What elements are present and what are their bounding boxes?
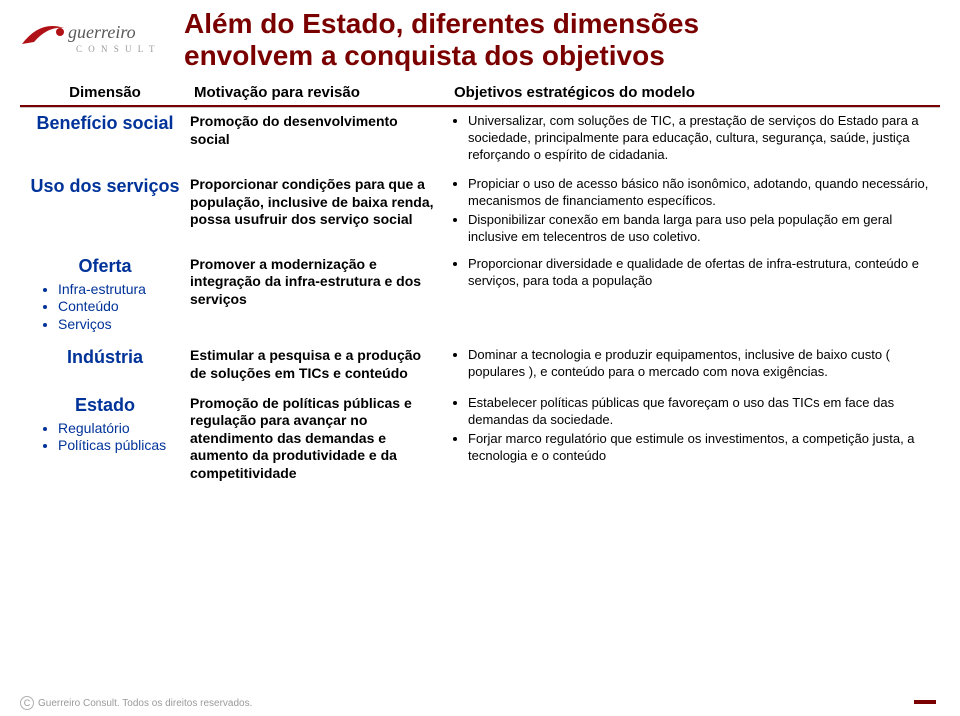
title-line-1: Além do Estado, diferentes dimensões (184, 8, 940, 40)
content-row: IndústriaEstimular a pesquisa e a produç… (20, 347, 940, 383)
footer: C Guerreiro Consult. Todos os direitos r… (20, 696, 252, 710)
motivation-cell: Promoção de políticas públicas e regulaç… (190, 395, 450, 483)
objective-item: Estabelecer políticas públicas que favor… (468, 395, 936, 429)
dimension-subitems: Infra-estruturaConteúdoServiços (20, 281, 190, 334)
colhead-motivacao: Motivação para revisão (190, 84, 450, 101)
objectives-cell: Universalizar, com soluções de TIC, a pr… (450, 113, 940, 166)
content-row: Estado RegulatórioPolíticas públicasPromo… (20, 395, 940, 483)
content-rows: Benefício socialPromoção do desenvolvime… (0, 107, 960, 482)
motivation-cell: Estimular a pesquisa e a produção de sol… (190, 347, 450, 382)
content-row: Uso dos serviçosProporcionar condições p… (20, 176, 940, 248)
dimension-subitem: Regulatório (58, 420, 190, 438)
dimension-label: Uso dos serviços (20, 176, 190, 197)
brand-logo: guerreiro C O N S U L T (20, 14, 170, 58)
column-headers: Dimensão Motivação para revisão Objetivo… (0, 72, 960, 103)
dimension-subitems: RegulatórioPolíticas públicas (20, 420, 190, 455)
objective-item: Universalizar, com soluções de TIC, a pr… (468, 113, 936, 164)
dimension-subitem: Serviços (58, 316, 190, 334)
content-row: OfertaInfra-estruturaConteúdoServiçosPro… (20, 256, 940, 334)
logo-swoosh-icon: guerreiro C O N S U L T (20, 14, 170, 58)
motivation-cell: Proporcionar condições para que a popula… (190, 176, 450, 229)
objectives-list: Universalizar, com soluções de TIC, a pr… (450, 113, 936, 164)
dimension-cell: Benefício social (20, 113, 190, 134)
objective-item: Propiciar o uso de acesso básico não iso… (468, 176, 936, 210)
logo-word-2: C O N S U L T (76, 44, 157, 54)
objectives-list: Proporcionar diversidade e qualidade de … (450, 256, 936, 290)
objectives-cell: Dominar a tecnologia e produzir equipame… (450, 347, 940, 383)
content-row: Benefício socialPromoção do desenvolvime… (20, 113, 940, 166)
page-title: Além do Estado, diferentes dimensões env… (184, 8, 940, 72)
motivation-cell: Promover a modernização e integração da … (190, 256, 450, 309)
dimension-label: Benefício social (20, 113, 190, 134)
title-line-2: envolvem a conquista dos objetivos (184, 40, 940, 72)
footer-text: Guerreiro Consult. Todos os direitos res… (38, 698, 252, 709)
colhead-dimensao: Dimensão (20, 84, 190, 101)
logo-word-1: guerreiro (68, 22, 136, 42)
objectives-cell: Proporcionar diversidade e qualidade de … (450, 256, 940, 292)
objectives-list: Propiciar o uso de acesso básico não iso… (450, 176, 936, 246)
objective-item: Proporcionar diversidade e qualidade de … (468, 256, 936, 290)
objective-item: Dominar a tecnologia e produzir equipame… (468, 347, 936, 381)
dimension-subitem: Infra-estrutura (58, 281, 190, 299)
page-indicator (914, 700, 936, 704)
dimension-cell: Oferta Infra-estruturaConteúdoServiços (20, 256, 190, 334)
dimension-label: Estado (20, 395, 190, 416)
objectives-cell: Propiciar o uso de acesso básico não iso… (450, 176, 940, 248)
dimension-label: Oferta (20, 256, 190, 277)
header: guerreiro C O N S U L T Além do Estado, … (0, 0, 960, 72)
dimension-cell: Indústria (20, 347, 190, 368)
dimension-subitem: Políticas públicas (58, 437, 190, 455)
colhead-objetivos: Objetivos estratégicos do modelo (450, 84, 940, 101)
objective-item: Disponibilizar conexão em banda larga pa… (468, 212, 936, 246)
dimension-label: Indústria (20, 347, 190, 368)
objectives-list: Estabelecer políticas públicas que favor… (450, 395, 936, 465)
copyright-icon: C (20, 696, 34, 710)
objectives-list: Dominar a tecnologia e produzir equipame… (450, 347, 936, 381)
dimension-cell: Estado RegulatórioPolíticas públicas (20, 395, 190, 455)
motivation-cell: Promoção do desenvolvimento social (190, 113, 450, 148)
dimension-cell: Uso dos serviços (20, 176, 190, 197)
objective-item: Forjar marco regulatório que estimule os… (468, 431, 936, 465)
dimension-subitem: Conteúdo (58, 298, 190, 316)
objectives-cell: Estabelecer políticas públicas que favor… (450, 395, 940, 467)
